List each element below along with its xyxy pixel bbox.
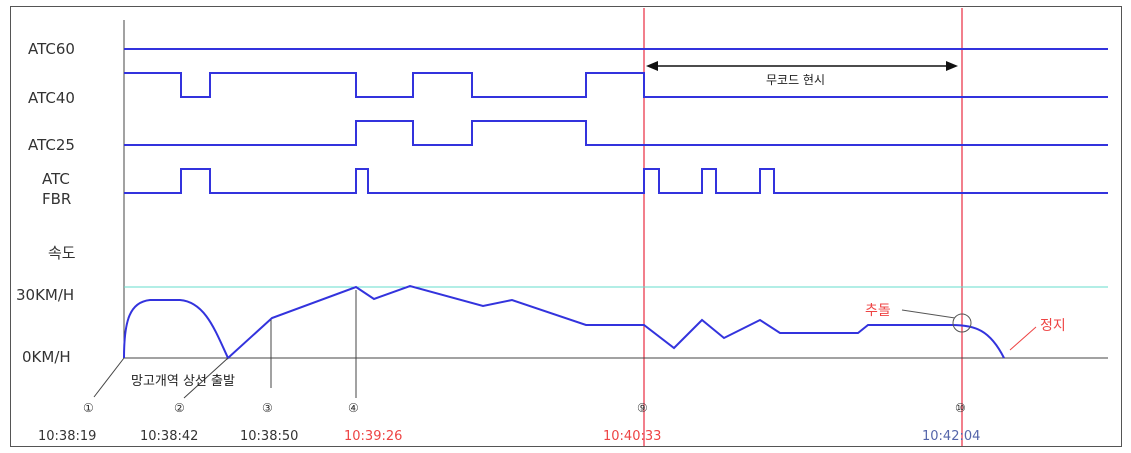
marker-2: ② 10:38:42 bbox=[140, 401, 198, 444]
diagram-frame bbox=[10, 6, 1122, 447]
atc25-signal bbox=[124, 120, 1108, 146]
atc-fbr-label-line1: ATC bbox=[42, 170, 70, 188]
marker-4: ④ 10:39:26 bbox=[344, 401, 402, 444]
collision-annotation: 추돌 bbox=[865, 303, 891, 319]
no-code-arrow-right-head bbox=[946, 61, 958, 71]
marker-num-3: ③ bbox=[262, 401, 273, 415]
speed-curve bbox=[123, 284, 1005, 360]
collision-marker-circle bbox=[952, 313, 972, 333]
marker-time-9: 10:40:33 bbox=[603, 429, 661, 444]
atc40-label: ATC40 bbox=[28, 89, 75, 107]
atc25-label: ATC25 bbox=[28, 136, 75, 154]
marker-num-4: ④ bbox=[348, 401, 359, 415]
atc60-label: ATC60 bbox=[28, 40, 75, 58]
speed-max-label: 30KM/H bbox=[16, 286, 74, 304]
marker-time-1: 10:38:19 bbox=[38, 429, 96, 444]
stop-annotation: 정지 bbox=[1040, 318, 1066, 334]
marker-9: ⑨ 10:40:33 bbox=[603, 401, 661, 444]
atc-fbr-signal bbox=[124, 168, 1108, 194]
marker-time-4: 10:39:26 bbox=[344, 429, 402, 444]
atc40-signal bbox=[124, 72, 1108, 98]
marker-num-1: ① bbox=[83, 401, 94, 415]
no-code-arrow-left-head bbox=[646, 61, 658, 71]
departure-annotation: 망고개역 상선 출발 bbox=[131, 374, 235, 389]
marker-10: ⑩ 10:42:04 bbox=[922, 401, 980, 444]
no-code-annotation: 무코드 현시 bbox=[766, 73, 825, 87]
marker-num-10: ⑩ bbox=[955, 401, 966, 415]
stop-leader bbox=[1009, 326, 1037, 351]
marker-time-2: 10:38:42 bbox=[140, 429, 198, 444]
marker-1: ① 10:38:19 bbox=[38, 401, 96, 444]
marker-time-3: 10:38:50 bbox=[240, 429, 298, 444]
leader-1 bbox=[93, 357, 125, 398]
marker-num-2: ② bbox=[174, 401, 185, 415]
leader-2 bbox=[183, 357, 229, 399]
marker-num-9: ⑨ bbox=[637, 401, 648, 415]
marker-time-10: 10:42:04 bbox=[922, 429, 980, 444]
atc-fbr-label-line2: FBR bbox=[42, 190, 71, 208]
speed-label: 속도 bbox=[48, 244, 76, 262]
speed-zero-label: 0KM/H bbox=[22, 348, 71, 366]
collision-leader bbox=[901, 309, 956, 319]
marker-3: ③ 10:38:50 bbox=[240, 401, 298, 444]
